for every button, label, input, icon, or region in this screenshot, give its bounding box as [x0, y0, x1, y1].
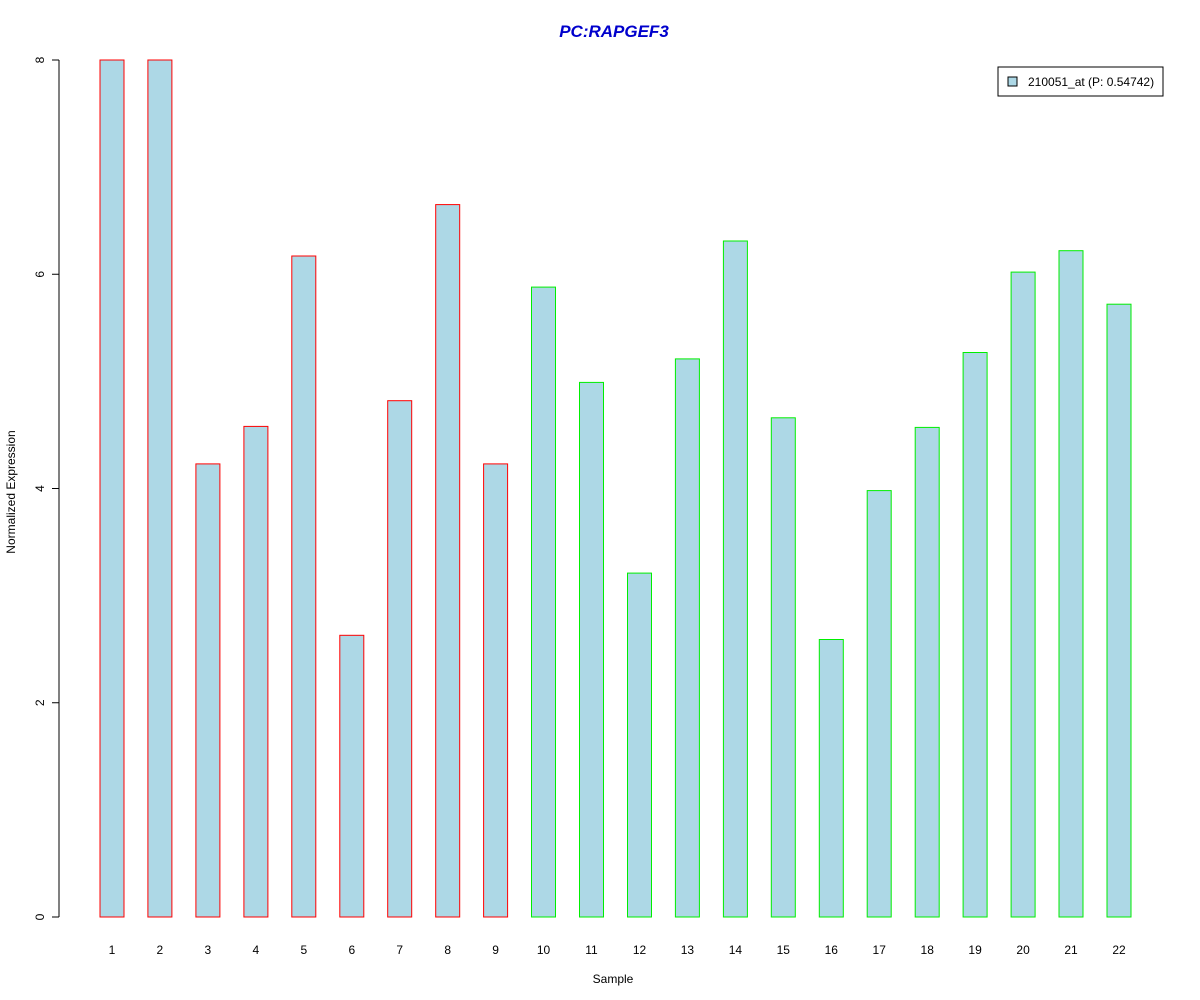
x-tick-label: 4: [253, 943, 260, 957]
x-tick-label: 5: [300, 943, 307, 957]
x-tick-label: 13: [681, 943, 695, 957]
x-tick-label: 12: [633, 943, 647, 957]
x-tick-label: 22: [1112, 943, 1126, 957]
bar-sample-7: [387, 400, 413, 918]
bar-sample-22: [1106, 303, 1132, 918]
x-tick-label: 1: [109, 943, 116, 957]
x-tick-label: 19: [968, 943, 982, 957]
bar-sample-9: [483, 463, 509, 918]
bar-sample-18: [914, 426, 940, 918]
x-tick-label: 21: [1064, 943, 1078, 957]
legend-label: 210051_at (P: 0.54742): [1028, 75, 1154, 89]
x-tick-label: 11: [585, 943, 598, 957]
bar-sample-15: [770, 417, 796, 918]
x-tick-label: 14: [729, 943, 743, 957]
bar-sample-13: [674, 358, 700, 918]
bar-sample-8: [435, 204, 461, 918]
x-tick-label: 18: [921, 943, 935, 957]
y-tick-label: 2: [33, 699, 47, 706]
bar-sample-10: [531, 286, 556, 918]
bar-sample-6: [339, 634, 365, 918]
x-tick-label: 20: [1016, 943, 1030, 957]
bar-sample-21: [1058, 250, 1084, 918]
bar-sample-19: [962, 352, 988, 918]
x-tick-label: 7: [396, 943, 403, 957]
x-tick-label: 6: [348, 943, 355, 957]
x-tick-label: 3: [205, 943, 212, 957]
legend-box: [997, 66, 1164, 97]
bar-sample-16: [818, 639, 844, 918]
bars-group: [99, 59, 1132, 918]
bar-sample-1: [99, 59, 125, 918]
x-tick-label: 15: [777, 943, 791, 957]
x-tick-label: 9: [492, 943, 499, 957]
y-tick-label: 8: [33, 56, 47, 63]
bar-sample-17: [866, 490, 892, 918]
legend-swatch: [1007, 76, 1018, 87]
x-tick-label: 8: [444, 943, 451, 957]
x-tick-label: 16: [825, 943, 839, 957]
y-tick-label: 6: [33, 271, 47, 278]
bar-sample-11: [579, 381, 604, 918]
bar-sample-14: [722, 240, 748, 918]
bar-sample-20: [1010, 271, 1036, 918]
bar-sample-3: [195, 463, 221, 918]
x-tick-label: 2: [157, 943, 164, 957]
chart-title: PC:RAPGEF3: [559, 22, 669, 41]
y-tick-label: 4: [33, 485, 47, 492]
y-axis-title: Normalized Expression: [4, 430, 18, 553]
bar-sample-4: [243, 425, 269, 918]
y-tick-label: 0: [33, 913, 47, 920]
bar-sample-12: [627, 572, 652, 918]
x-tick-label: 17: [873, 943, 887, 957]
x-tick-labels: 1 2 3 4 5 6 7 8 9 10 11 12 13 14 15 16 17 18 19 20 21 22: [109, 943, 1126, 957]
y-axis: 0 2 4 6 8: [33, 56, 60, 920]
x-tick-label: 10: [537, 943, 551, 957]
legend: 210051_at (P: 0.54742): [997, 66, 1164, 97]
x-axis-title: Sample: [593, 972, 634, 986]
bar-sample-2: [147, 59, 173, 918]
bar-sample-5: [291, 255, 317, 918]
